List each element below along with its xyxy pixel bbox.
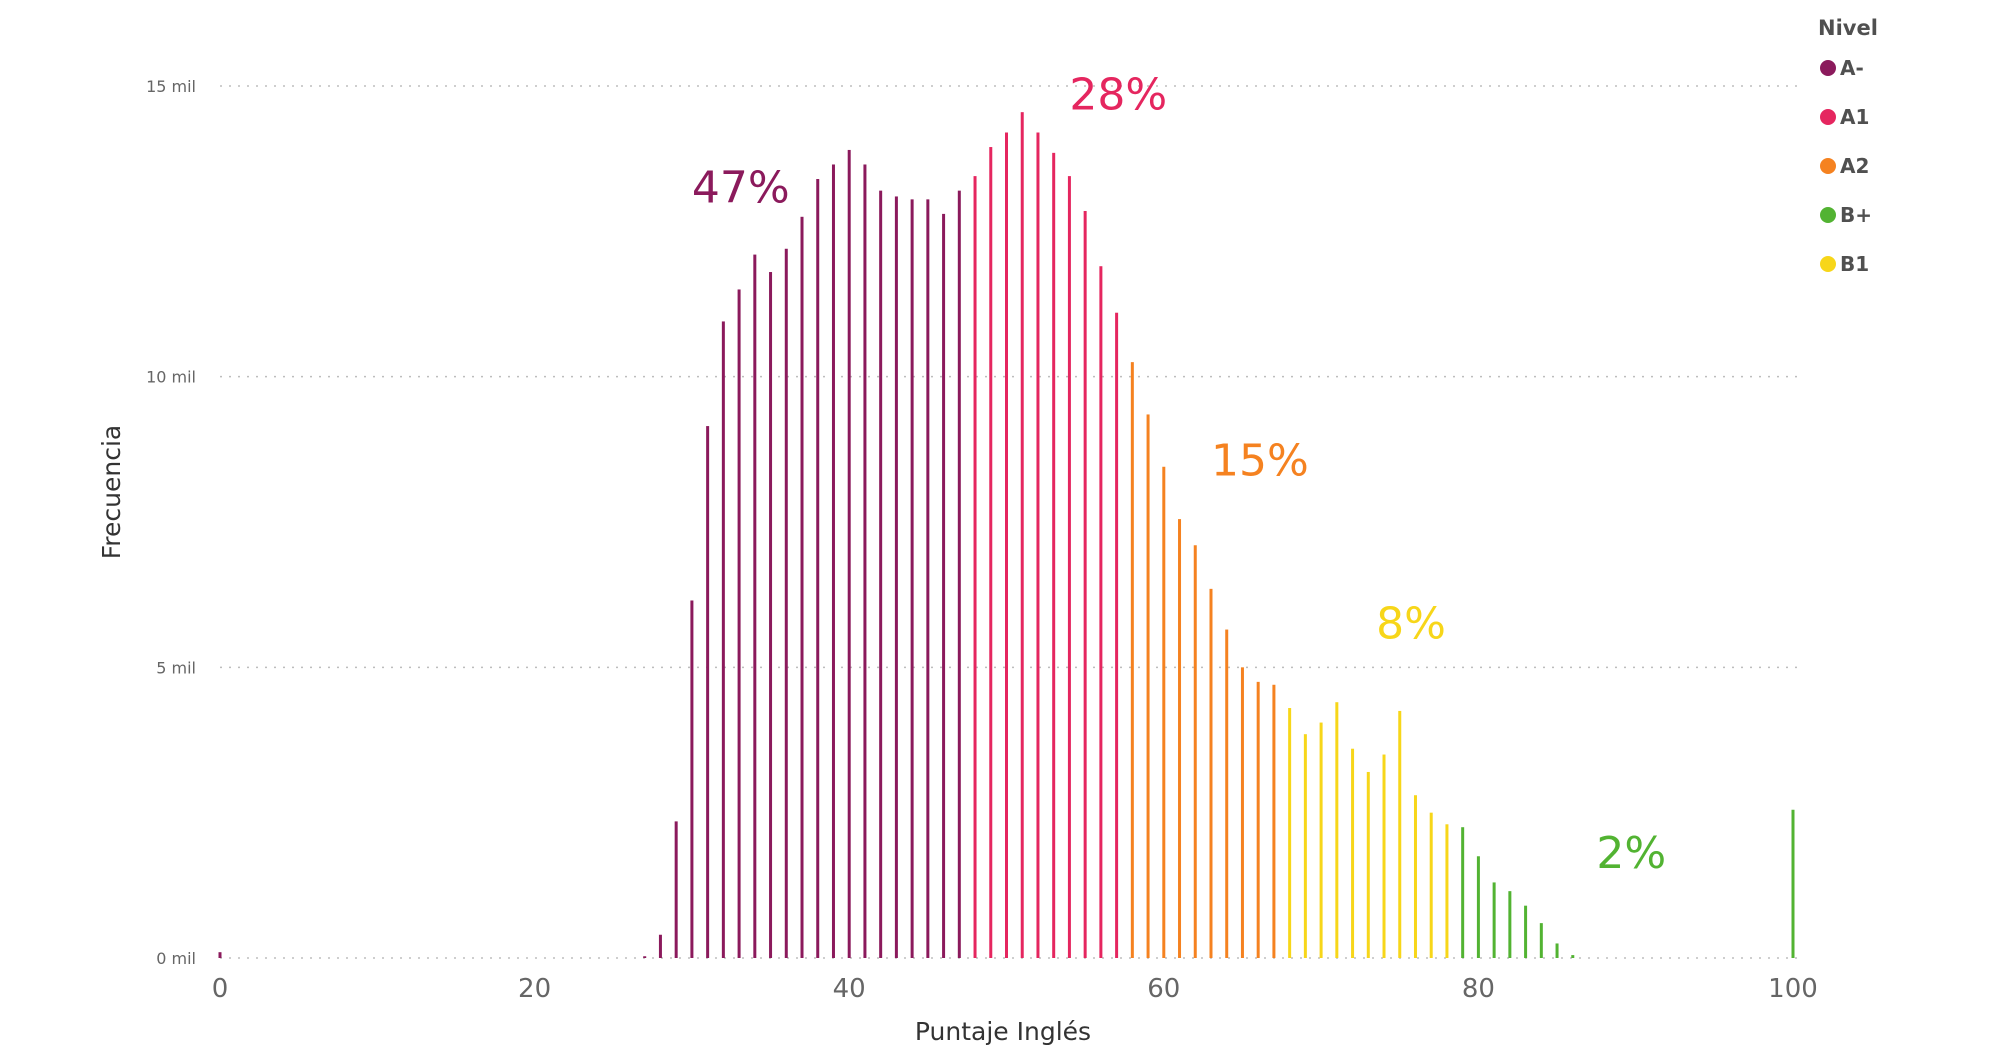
bar: [1382, 754, 1386, 958]
bar: [1524, 905, 1528, 958]
bar: [894, 196, 898, 958]
y-tick-label: 15 mil: [146, 77, 196, 96]
percent-label: 15%: [1211, 435, 1309, 486]
bar: [1398, 710, 1402, 958]
bar: [1508, 891, 1512, 958]
legend-marker: [1820, 256, 1836, 272]
bar: [1288, 708, 1292, 958]
bar: [1256, 681, 1260, 958]
bar: [1162, 466, 1166, 958]
bar: [957, 190, 961, 958]
legend-label: A1: [1840, 105, 1869, 129]
bar: [1429, 812, 1433, 958]
bar: [1020, 112, 1024, 958]
bar: [674, 821, 678, 958]
bar: [784, 248, 788, 959]
legend-marker: [1820, 158, 1836, 174]
bar: [1115, 312, 1119, 959]
bar: [1209, 588, 1213, 958]
percent-label: 47%: [692, 162, 790, 213]
percent-label: 28%: [1069, 69, 1167, 120]
bars: [218, 112, 1795, 959]
bar: [1303, 734, 1307, 958]
legend-label: A-: [1840, 56, 1864, 80]
legend-label: A2: [1840, 154, 1869, 178]
bar: [1461, 827, 1465, 958]
bar: [863, 164, 867, 959]
percent-annotations: 47% 28% 15% 8% 2%: [692, 69, 1666, 879]
bar: [706, 426, 710, 959]
bar: [1240, 667, 1244, 958]
bar: [926, 199, 930, 959]
bar: [1036, 132, 1040, 959]
bar: [769, 272, 773, 958]
bar: [721, 321, 725, 958]
x-tick-label: 100: [1768, 974, 1818, 1004]
bar: [1366, 771, 1370, 958]
x-tick-label: 20: [518, 974, 551, 1004]
legend-label: B+: [1840, 203, 1872, 227]
x-tick-label: 0: [212, 974, 229, 1004]
bar: [1351, 748, 1355, 958]
bar: [1445, 824, 1449, 958]
bar: [879, 190, 883, 958]
percent-label: 2%: [1596, 828, 1666, 879]
bar: [1083, 210, 1087, 958]
bar: [831, 164, 835, 959]
bar: [1555, 943, 1559, 958]
legend-label: B1: [1840, 252, 1869, 276]
x-tick-label: 60: [1147, 974, 1180, 1004]
bar: [1225, 629, 1229, 958]
bar: [1476, 856, 1480, 958]
bar: [1272, 684, 1276, 958]
bar: [690, 600, 694, 958]
legend-marker: [1820, 207, 1836, 223]
bar: [847, 149, 851, 959]
bar: [800, 216, 804, 959]
bar: [1492, 882, 1496, 958]
bar: [1005, 132, 1008, 959]
bar: [1178, 519, 1182, 958]
bar: [737, 289, 741, 958]
bar: [218, 952, 222, 958]
x-tick-label: 80: [1462, 974, 1495, 1004]
bar: [942, 213, 946, 959]
bar: [1099, 266, 1103, 958]
y-axis-ticks: 0 mil 5 mil 10 mil 15 mil: [146, 77, 196, 968]
bar: [1130, 362, 1134, 959]
y-tick-label: 10 mil: [146, 368, 196, 387]
bar: [1571, 955, 1575, 958]
bar: [753, 254, 757, 958]
x-tick-label: 40: [833, 974, 866, 1004]
bar: [658, 934, 662, 958]
bar: [1539, 923, 1543, 958]
bar: [1146, 414, 1150, 958]
x-axis-ticks: 0 20 40 60 80 100: [212, 974, 1818, 1004]
bar: [1413, 795, 1417, 958]
bar: [1052, 152, 1056, 958]
gridlines: [220, 85, 1798, 959]
bar: [910, 199, 914, 959]
bar: [1193, 545, 1197, 958]
y-tick-label: 5 mil: [156, 658, 196, 677]
bar: [1791, 809, 1795, 958]
bar: [973, 176, 977, 958]
legend: Nivel A- A1 A2 B+ B1: [1818, 16, 1878, 276]
y-axis-title: Frecuencia: [97, 425, 126, 560]
bar: [1067, 176, 1071, 958]
percent-label: 8%: [1376, 598, 1446, 649]
x-axis-title: Puntaje Inglés: [915, 1017, 1091, 1046]
bar: [989, 147, 993, 959]
y-tick-label: 0 mil: [156, 949, 196, 968]
legend-title: Nivel: [1818, 16, 1878, 40]
bar: [1335, 702, 1339, 958]
legend-marker: [1820, 60, 1836, 76]
bar: [1319, 722, 1323, 958]
bar: [643, 956, 647, 958]
bar: [816, 179, 820, 959]
legend-marker: [1820, 109, 1836, 125]
